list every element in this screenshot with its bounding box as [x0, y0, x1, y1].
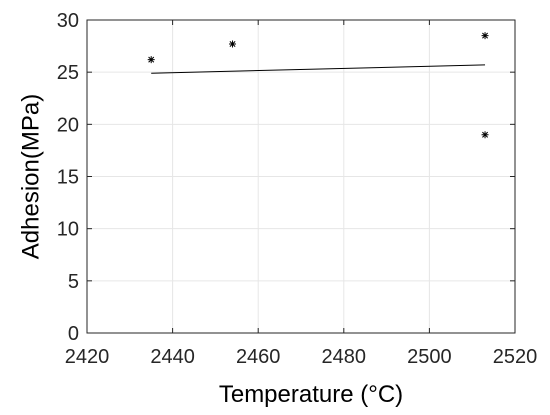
y-tick-label: 25	[57, 62, 79, 84]
x-tick-label: 2440	[150, 346, 195, 368]
x-tick-label: 2480	[322, 346, 367, 368]
x-tick-label: 2420	[65, 346, 110, 368]
grid	[87, 20, 515, 333]
trend-line	[151, 64, 486, 74]
y-axis-title: Adhesion(MPa)	[17, 94, 44, 259]
data-point-asterisk	[481, 32, 489, 40]
x-tick-label: 2500	[407, 346, 452, 368]
axis-ticks: 2420 2440 2460 2480 2500 2520 0 5 10 15 20 25 30	[57, 10, 538, 368]
x-tick-label: 2520	[493, 346, 538, 368]
y-tick-label: 5	[68, 271, 79, 293]
data-point-asterisk	[229, 40, 237, 48]
y-tick-label: 10	[57, 219, 79, 241]
data-point-asterisk	[147, 56, 155, 64]
y-tick-label: 30	[57, 10, 79, 32]
y-tick-label: 20	[57, 114, 79, 136]
data-point-asterisk	[481, 131, 489, 139]
x-axis-title: Temperature (°C)	[219, 381, 403, 408]
x-tick-label: 2460	[236, 346, 281, 368]
series	[147, 32, 489, 139]
y-tick-label: 15	[57, 167, 79, 189]
y-tick-label: 0	[68, 323, 79, 345]
